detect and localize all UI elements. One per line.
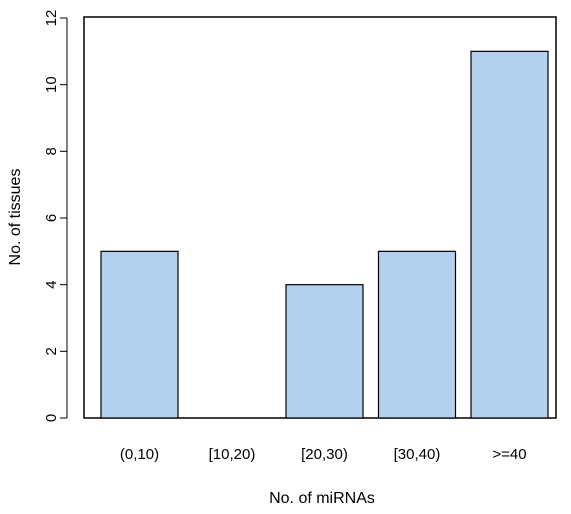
x-tick-label: [30,40) (394, 446, 441, 463)
y-axis-title: No. of tissues (7, 169, 24, 266)
x-axis-title: No. of miRNAs (269, 490, 375, 507)
bar (377, 250, 457, 419)
y-tick-label: 6 (43, 214, 60, 222)
y-tick-label: 4 (43, 280, 60, 288)
x-tick-label: [20,30) (301, 446, 348, 463)
bars-group (100, 50, 549, 419)
bar (100, 250, 179, 419)
x-tick-label: >=40 (492, 446, 526, 463)
y-tick-label: 2 (43, 347, 60, 355)
y-tick-label: 8 (43, 147, 60, 155)
y-tick-label: 0 (43, 414, 60, 422)
y-tick-label: 10 (43, 76, 60, 93)
x-tick-label: [10,20) (209, 446, 256, 463)
x-axis: (0,10) [10,20) [20,30) [30,40) >=40 (120, 446, 527, 463)
y-tick-label: 12 (43, 10, 60, 27)
bar (285, 284, 364, 419)
x-tick-label: (0,10) (120, 446, 159, 463)
bar (470, 50, 549, 419)
y-axis: 0 2 4 6 8 10 12 (43, 10, 68, 422)
